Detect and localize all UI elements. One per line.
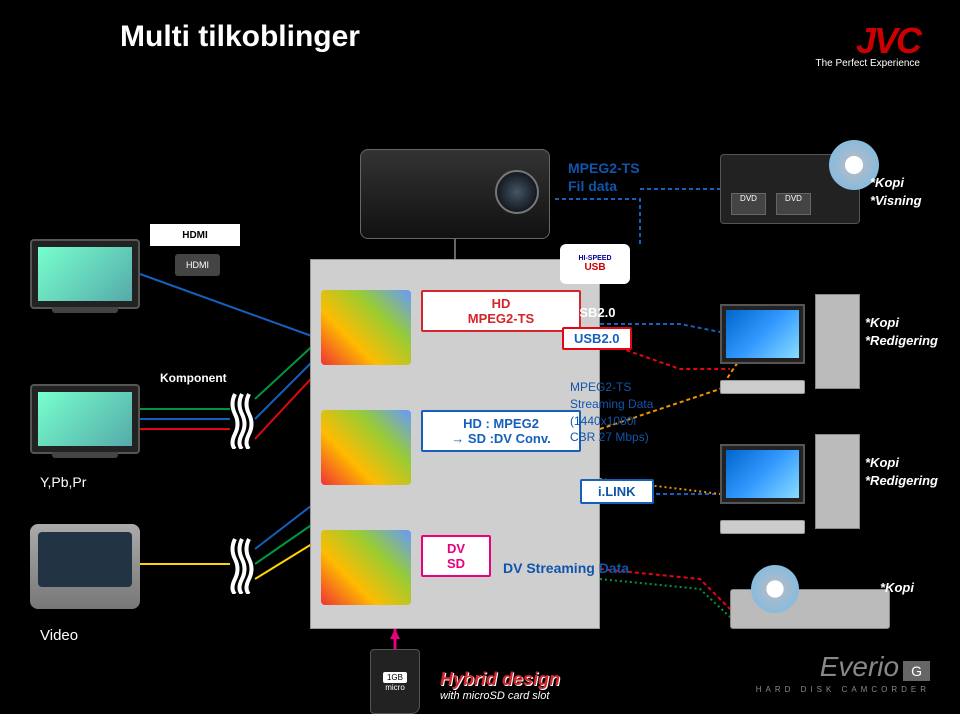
kopi-redigering-2-label: *Kopi*Redigering: [865, 454, 938, 490]
ilink-label: i.LINK: [580, 479, 654, 504]
hdmi-badge-icon: HDMI: [175, 254, 220, 276]
dvd-recorder-icon: [730, 589, 890, 629]
hdmi-tv-icon: [30, 239, 140, 309]
dv-streaming-label: DV Streaming Data: [503, 559, 629, 579]
mpeg2ts-file-label: MPEG2-TSFil data: [568, 159, 640, 195]
microsd-card-icon: 1GB micro: [370, 649, 420, 714]
brand-logo: JVC The Perfect Experience: [816, 20, 921, 69]
crt-tv-icon: [30, 524, 140, 609]
ypbpr-label: Y,Pb,Pr: [40, 474, 86, 490]
hd-mpeg2ts-label: HDMPEG2-TS: [421, 290, 581, 332]
dvd-burner-icon: DVD DVD: [720, 154, 860, 224]
hd-thumbnail-icon: [321, 290, 411, 365]
camcorder-icon: [360, 149, 550, 239]
usb20-label-2: USB2.0: [562, 327, 632, 350]
dv-sd-label: DVSD: [421, 535, 491, 577]
everio-logo: EverioG HARD DISK CAMCORDER: [756, 651, 930, 694]
video-cable-icon: [230, 534, 255, 594]
mpeg2ts-streaming-label: MPEG2-TS Streaming Data (1440x1080i CBR …: [570, 379, 653, 446]
kopi-visning-label: *Kopi*Visning: [870, 174, 922, 210]
usb-logo: HI-SPEED USB: [560, 244, 630, 284]
sd-thumbnail-icon: [321, 410, 411, 485]
video-label: Video: [40, 627, 78, 644]
brand-tagline: The Perfect Experience: [816, 58, 921, 69]
component-tv-icon: [30, 384, 140, 454]
hd-conv-label: HD : MPEG2→ SD :DV Conv.: [421, 410, 581, 452]
jvc-logo: JVC: [816, 20, 921, 62]
hybrid-design-label: Hybrid design with microSD card slot: [440, 669, 560, 702]
page-title: Multi tilkoblinger: [120, 20, 360, 54]
pc2-icon: [720, 434, 860, 534]
usb20-label-1: USB2.0: [570, 304, 616, 322]
component-label: Komponent: [160, 371, 227, 385]
kopi-redigering-1-label: *Kopi*Redigering: [865, 314, 938, 350]
hdmi-logo: HDMI: [150, 224, 240, 246]
kopi-label: *Kopi: [880, 579, 914, 597]
component-cable-icon: [230, 389, 255, 449]
pc1-icon: [720, 294, 860, 394]
dv-thumbnail-icon: [321, 530, 411, 605]
